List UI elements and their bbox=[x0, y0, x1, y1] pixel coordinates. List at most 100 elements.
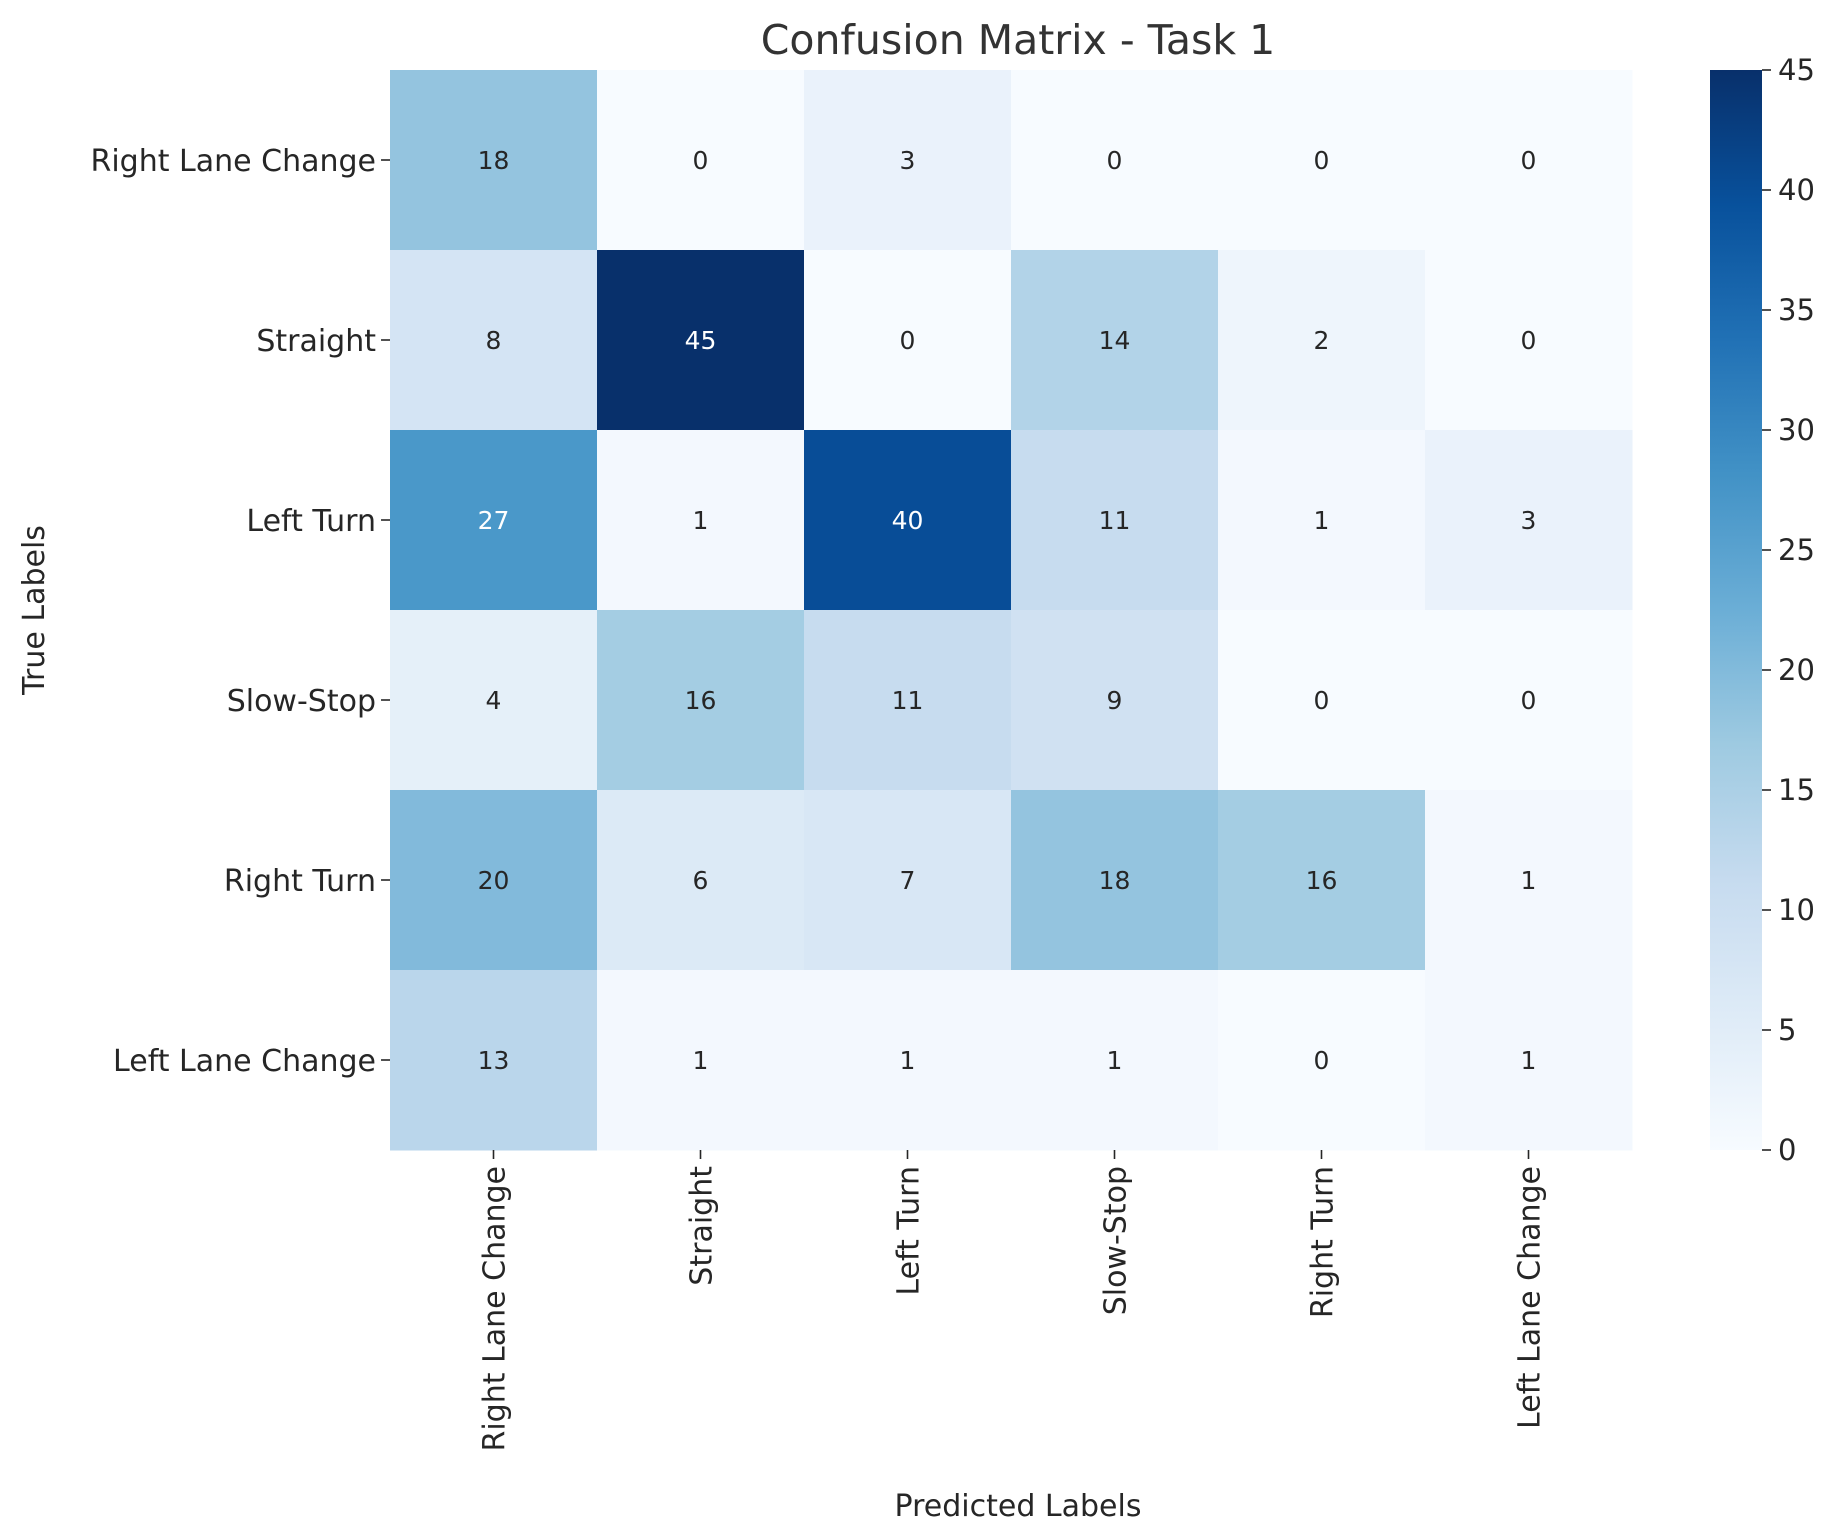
cell-value-label: 0 bbox=[1521, 146, 1537, 175]
heatmap-cell bbox=[1011, 790, 1219, 971]
cell-value-label: 1 bbox=[693, 506, 709, 535]
cell-value-label: 14 bbox=[1099, 326, 1131, 355]
cell-value-label: 20 bbox=[478, 866, 510, 895]
heatmap-cell bbox=[597, 790, 805, 971]
cell-value-label: 45 bbox=[685, 326, 717, 355]
heatmap-cells bbox=[390, 70, 1633, 1151]
x-tick-label: Right Lane Change bbox=[478, 1166, 513, 1452]
cell-value-label: 3 bbox=[1521, 506, 1537, 535]
heatmap-cell bbox=[1011, 430, 1219, 611]
heatmap-cell bbox=[390, 430, 598, 611]
heatmap-cell bbox=[597, 70, 805, 251]
cell-value-label: 40 bbox=[892, 506, 924, 535]
heatmap-cell bbox=[1218, 610, 1426, 791]
x-tick-label: Slow-Stop bbox=[1099, 1166, 1134, 1315]
cell-value-label: 0 bbox=[693, 146, 709, 175]
x-tick-label: Straight bbox=[685, 1166, 720, 1286]
cell-value-label: 11 bbox=[1099, 506, 1131, 535]
heatmap-cell bbox=[390, 250, 598, 431]
cell-value-label: 9 bbox=[1107, 686, 1123, 715]
y-tick-label: Right Turn bbox=[224, 864, 376, 899]
cell-value-label: 1 bbox=[693, 1046, 709, 1075]
cell-value-label: 16 bbox=[685, 686, 717, 715]
y-tick-label: Straight bbox=[256, 324, 376, 359]
cell-value-label: 7 bbox=[900, 866, 916, 895]
heatmap-cell bbox=[390, 970, 598, 1151]
y-tick-label: Left Turn bbox=[246, 504, 376, 539]
heatmap-cell bbox=[390, 70, 598, 251]
y-tick-label: Left Lane Change bbox=[113, 1044, 376, 1079]
heatmap-cell bbox=[1425, 430, 1633, 611]
x-tick-label: Left Turn bbox=[892, 1166, 927, 1296]
y-tick-label: Right Lane Change bbox=[91, 144, 377, 179]
heatmap-cell bbox=[1011, 70, 1219, 251]
cell-value-label: 3 bbox=[900, 146, 916, 175]
cell-value-label: 1 bbox=[1107, 1046, 1123, 1075]
colorbar-tick-label: 15 bbox=[1778, 773, 1815, 807]
cell-value-label: 0 bbox=[1521, 686, 1537, 715]
heatmap-cell bbox=[390, 610, 598, 791]
heatmap-cell bbox=[1011, 250, 1219, 431]
cell-value-label: 18 bbox=[1099, 866, 1131, 895]
heatmap-cell-labels: 18 0 3 0 0 08 45 0 14 2 027 1 40 11 1 34 16 11 9 0 020 6 7 18 16… bbox=[478, 146, 1537, 1075]
heatmap-cell bbox=[390, 790, 598, 971]
cell-value-label: 0 bbox=[1314, 1046, 1330, 1075]
heatmap-cell bbox=[1218, 970, 1426, 1151]
cell-value-label: 18 bbox=[478, 146, 510, 175]
heatmap-cell bbox=[1425, 70, 1633, 251]
colorbar-tick-label: 25 bbox=[1778, 533, 1815, 567]
heatmap-cell bbox=[1425, 250, 1633, 431]
cell-value-label: 4 bbox=[486, 686, 502, 715]
heatmap-cell bbox=[1011, 970, 1219, 1151]
cell-value-label: 1 bbox=[900, 1046, 916, 1075]
cell-value-label: 2 bbox=[1314, 326, 1330, 355]
heatmap-cell bbox=[1011, 610, 1219, 791]
colorbar-tick-label: 10 bbox=[1778, 893, 1815, 927]
heatmap-cell bbox=[597, 970, 805, 1151]
x-tick-label: Right Turn bbox=[1306, 1166, 1341, 1318]
y-axis: Right Lane Change Straight Left Turn Slow-S… bbox=[91, 144, 390, 1079]
heatmap-cell bbox=[1425, 610, 1633, 791]
heatmap-cell bbox=[804, 970, 1012, 1151]
heatmap-cell bbox=[804, 250, 1012, 431]
cell-value-label: 16 bbox=[1306, 866, 1338, 895]
heatmap-cell bbox=[1218, 790, 1426, 971]
cell-value-label: 1 bbox=[1314, 506, 1330, 535]
colorbar-tick-label: 40 bbox=[1778, 173, 1815, 207]
y-axis-label: True Labels bbox=[17, 525, 52, 696]
heatmap-cell bbox=[597, 430, 805, 611]
colorbar-tick-label: 30 bbox=[1778, 413, 1815, 447]
x-axis-label: Predicted Labels bbox=[895, 1489, 1142, 1524]
x-axis: Right Lane Change Straight Left Turn Slow-S… bbox=[478, 1150, 1548, 1452]
y-tick-label: Slow-Stop bbox=[227, 684, 376, 719]
colorbar: 0 5 10 15 20 25 30 35 40 45 bbox=[1710, 53, 1815, 1167]
cell-value-label: 13 bbox=[478, 1046, 510, 1075]
cell-value-label: 0 bbox=[1107, 146, 1123, 175]
cell-value-label: 6 bbox=[693, 866, 709, 895]
heatmap-cell bbox=[1218, 430, 1426, 611]
cell-value-label: 0 bbox=[1521, 326, 1537, 355]
heatmap-cell bbox=[597, 250, 805, 431]
cell-value-label: 27 bbox=[478, 506, 510, 535]
heatmap-cell bbox=[1425, 790, 1633, 971]
cell-value-label: 8 bbox=[486, 326, 502, 355]
cell-value-label: 0 bbox=[900, 326, 916, 355]
cell-value-label: 0 bbox=[1314, 146, 1330, 175]
cell-value-label: 1 bbox=[1521, 866, 1537, 895]
heatmap-cell bbox=[597, 610, 805, 791]
chart-title: Confusion Matrix - Task 1 bbox=[761, 16, 1276, 64]
heatmap-cell bbox=[1218, 250, 1426, 431]
heatmap-cell bbox=[804, 790, 1012, 971]
cell-value-label: 1 bbox=[1521, 1046, 1537, 1075]
colorbar-tick-label: 45 bbox=[1778, 53, 1815, 87]
heatmap-cell bbox=[1425, 970, 1633, 1151]
cell-value-label: 11 bbox=[892, 686, 924, 715]
colorbar-gradient bbox=[1710, 70, 1762, 1150]
colorbar-tick-label: 35 bbox=[1778, 293, 1815, 327]
cell-value-label: 0 bbox=[1314, 686, 1330, 715]
heatmap-cell bbox=[1218, 70, 1426, 251]
colorbar-tick-label: 20 bbox=[1778, 653, 1815, 687]
x-tick-label: Left Lane Change bbox=[1513, 1166, 1548, 1429]
heatmap-cell bbox=[804, 610, 1012, 791]
colorbar-tick-label: 0 bbox=[1778, 1133, 1796, 1167]
